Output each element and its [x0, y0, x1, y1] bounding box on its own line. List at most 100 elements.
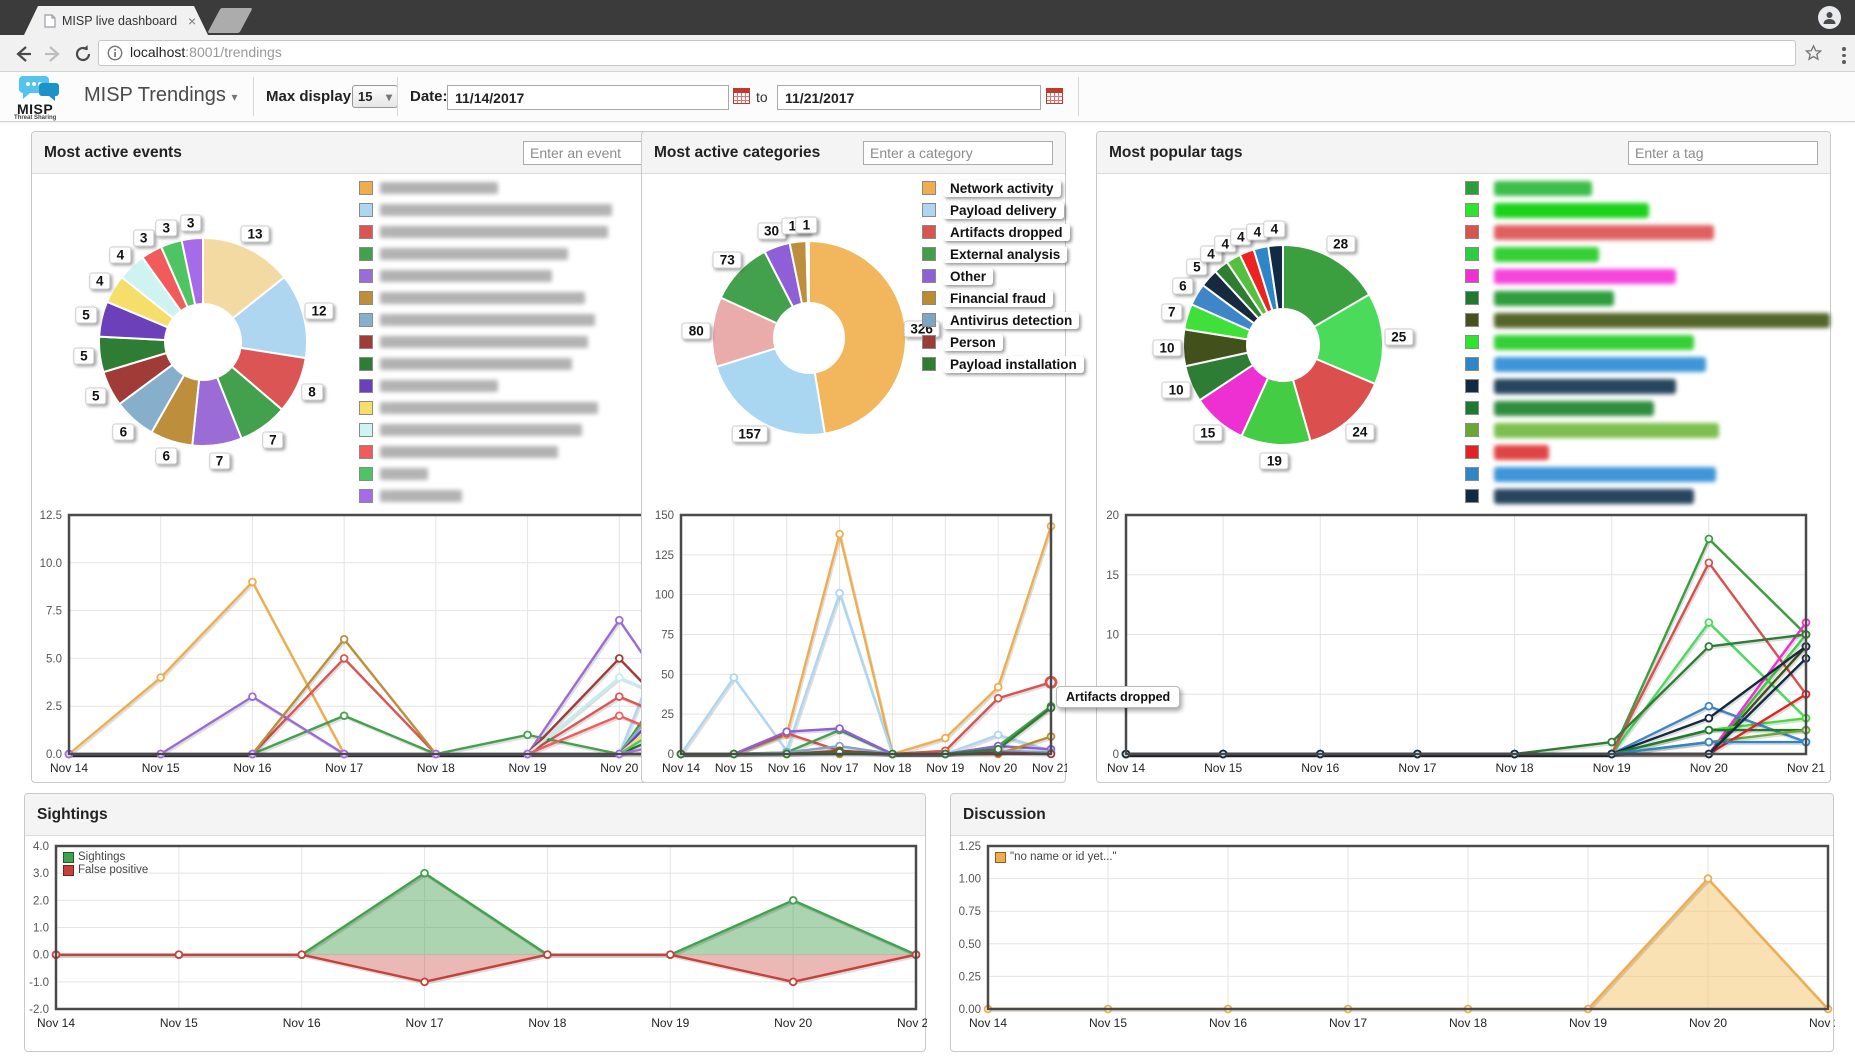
blurred-tag-pill [1494, 202, 1649, 218]
date-to-input[interactable] [777, 85, 1041, 110]
slice-label: 6 [112, 423, 135, 441]
legend-label: Other [943, 267, 994, 285]
calendar-icon[interactable] [1046, 88, 1063, 104]
legend-label: External analysis [943, 245, 1068, 263]
blurred-text [380, 358, 572, 370]
bookmark-star-icon[interactable] [1804, 44, 1823, 63]
slice-label: 25 [1384, 328, 1414, 346]
svg-text:10: 10 [1106, 630, 1119, 642]
svg-text:Nov 14: Nov 14 [969, 1016, 1007, 1030]
back-icon[interactable] [12, 43, 34, 65]
legend-swatch [1465, 313, 1479, 327]
legend-swatch [1465, 225, 1479, 239]
svg-text:Nov 15: Nov 15 [1089, 1016, 1127, 1030]
svg-text:0.0: 0.0 [46, 749, 62, 761]
svg-text:Nov 17: Nov 17 [1329, 1016, 1367, 1030]
categories-line-chart: 0 25 50 75 100 125 150 Nov 14 Nov 15 Nov 16 Nov 17… [642, 508, 1071, 784]
sightings-area-chart: -2.0 -1.0 0.0 1.0 2.0 3.0 4.0 Nov 14 Nov 15 Nov 1… [25, 831, 935, 1053]
legend-item: False positive [63, 864, 148, 876]
legend-item [1465, 243, 1830, 265]
tags-donut-chart: 28 25 24 19 15 10 10 7 6 5 4 4 4 4 4 [1097, 173, 1832, 509]
svg-text:3.0: 3.0 [33, 868, 49, 880]
legend-swatch [63, 864, 74, 876]
slice-label: 6 [1172, 277, 1194, 295]
legend-item [359, 463, 719, 485]
new-tab-button[interactable] [207, 8, 253, 33]
tag-search-input[interactable] [1628, 140, 1818, 165]
browser-tab[interactable]: MISP live dashboard × [24, 6, 208, 35]
svg-text:Nov 20: Nov 20 [1690, 761, 1728, 775]
tab-close-icon[interactable]: × [188, 12, 197, 29]
slice-label: 4 [1263, 220, 1286, 238]
legend-swatch [1465, 291, 1479, 305]
panel-most-popular-tags: Most popular tags 2825241915101076544444… [1096, 131, 1831, 783]
legend-item: Person [922, 331, 1122, 353]
divider [253, 77, 254, 116]
blurred-tag-pill [1494, 378, 1676, 394]
svg-text:1.25: 1.25 [959, 841, 981, 853]
app-title-dropdown[interactable]: MISP Trendings ▾ [84, 84, 238, 106]
blurred-tag-pill [1494, 334, 1694, 350]
legend-swatch [995, 851, 1006, 863]
slice-label: 8 [301, 383, 323, 401]
slice-label: 157 [731, 425, 768, 443]
categories-legend: Network activity Payload delivery Artifact… [922, 177, 1122, 375]
person-icon [1823, 12, 1836, 24]
legend-label: Financial fraud [943, 289, 1054, 307]
browser-toolbar: localhost:8001/trendings [0, 35, 1855, 72]
max-display-select[interactable]: 15 ▾ [352, 85, 398, 108]
svg-text:Nov 14: Nov 14 [50, 761, 88, 775]
app-header: MISP Threat Sharing MISP Trendings ▾ Max… [0, 72, 1855, 122]
blurred-tag-pill [1494, 488, 1694, 504]
slice-label: 12 [304, 302, 334, 320]
browser-menu-icon[interactable] [1842, 47, 1846, 67]
legend-item [359, 243, 719, 265]
events-line-chart: 0.0 2.5 5.0 7.5 10.0 12.5 Nov 14 Nov 15 Nov 16 No… [32, 508, 731, 784]
url-path: :8001/trendings [185, 44, 282, 60]
legend-item: Payload delivery [922, 199, 1122, 221]
svg-text:0.00: 0.00 [959, 1004, 981, 1016]
svg-text:Nov 14: Nov 14 [662, 761, 700, 775]
legend-swatch [1465, 357, 1479, 371]
blurred-text [380, 336, 588, 348]
brand-subtitle: Threat Sharing [14, 115, 57, 121]
legend-item: "no name or id yet..." [995, 851, 1117, 863]
slice-label: 13 [240, 225, 270, 243]
blurred-text [380, 270, 552, 282]
legend-item: External analysis [922, 243, 1122, 265]
forward-icon[interactable] [42, 43, 64, 65]
slice-label: 19 [1259, 452, 1289, 470]
panel-header: Discussion [951, 794, 1833, 836]
legend-swatch [922, 203, 936, 217]
legend-swatch [1465, 401, 1479, 415]
slice-label: 15 [1193, 424, 1223, 442]
legend-swatch [922, 291, 936, 305]
legend-item [1465, 419, 1830, 441]
discussion-inner-legend: "no name or id yet..." [995, 851, 1117, 863]
site-info-icon[interactable] [107, 45, 123, 61]
category-search-input[interactable] [863, 140, 1053, 165]
reload-icon[interactable] [72, 43, 94, 65]
browser-profile-icon[interactable] [1818, 6, 1841, 29]
slice-label: 4 [109, 246, 132, 264]
svg-text:Nov 16: Nov 16 [283, 1016, 321, 1030]
legend-item [1465, 441, 1830, 463]
svg-text:Nov 19: Nov 19 [651, 1016, 689, 1030]
svg-text:Nov 16: Nov 16 [768, 761, 806, 775]
slice-label: 30 [757, 222, 787, 240]
svg-text:Nov 20: Nov 20 [774, 1016, 812, 1030]
panel-sightings: Sightings -2.0 -1.0 0.0 1.0 2.0 3.0 4.0 Nov 14 N… [24, 793, 935, 1053]
svg-text:Nov 15: Nov 15 [142, 761, 180, 775]
legend-swatch [922, 247, 936, 261]
calendar-icon[interactable] [733, 88, 750, 104]
svg-text:0.50: 0.50 [959, 939, 981, 951]
url-bar[interactable]: localhost:8001/trendings [98, 40, 1796, 66]
date-from-input[interactable] [447, 85, 729, 110]
events-donut-chart: 13 12 8 7 7 6 6 5 5 5 4 4 3 3 3 [32, 173, 727, 509]
categories-donut-chart: 326157807330191 [642, 173, 1067, 509]
svg-text:Nov 16: Nov 16 [233, 761, 271, 775]
tab-title: MISP live dashboard [62, 13, 178, 28]
legend-swatch [359, 467, 373, 481]
slice-label: 6 [155, 447, 178, 465]
